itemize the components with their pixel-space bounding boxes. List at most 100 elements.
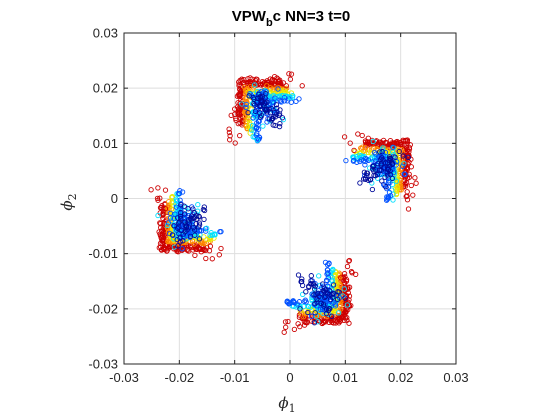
data-point bbox=[336, 289, 342, 295]
data-point bbox=[247, 75, 253, 81]
data-point bbox=[176, 230, 182, 237]
data-point bbox=[325, 270, 331, 277]
data-point bbox=[282, 319, 289, 325]
data-point bbox=[209, 232, 216, 238]
y-tick-label: 0.03 bbox=[93, 26, 118, 41]
y-tick-label: -0.01 bbox=[88, 246, 118, 261]
data-point bbox=[398, 142, 404, 148]
y-axis-label: ϕ2 bbox=[58, 193, 79, 210]
data-point bbox=[179, 246, 185, 252]
data-point bbox=[173, 204, 179, 210]
data-point bbox=[228, 112, 234, 119]
data-point bbox=[204, 236, 210, 243]
data-point bbox=[368, 149, 374, 156]
data-point bbox=[253, 124, 260, 130]
data-point bbox=[342, 315, 349, 321]
data-point bbox=[389, 161, 395, 168]
data-point bbox=[196, 214, 203, 220]
data-point bbox=[201, 204, 207, 210]
data-point bbox=[260, 123, 266, 129]
x-tick-label: 0 bbox=[286, 370, 293, 385]
data-point bbox=[330, 267, 336, 273]
data-point bbox=[377, 149, 383, 155]
data-point bbox=[394, 186, 400, 192]
data-point bbox=[157, 195, 163, 201]
data-point bbox=[254, 99, 260, 105]
data-point bbox=[194, 246, 200, 253]
data-point bbox=[321, 288, 328, 295]
data-point bbox=[322, 294, 328, 301]
data-point bbox=[287, 76, 294, 82]
data-point bbox=[276, 123, 283, 130]
data-point bbox=[291, 326, 298, 333]
data-point bbox=[270, 122, 276, 128]
data-point bbox=[162, 187, 169, 193]
data-point bbox=[301, 298, 307, 305]
data-point bbox=[341, 134, 348, 140]
data-point bbox=[384, 196, 390, 202]
data-point bbox=[284, 98, 290, 104]
data-point bbox=[200, 206, 207, 213]
data-point bbox=[177, 188, 183, 194]
data-point bbox=[237, 92, 243, 99]
data-point bbox=[177, 213, 184, 219]
data-point bbox=[392, 186, 399, 192]
data-point bbox=[238, 83, 244, 90]
y-tick-label: 0.01 bbox=[93, 136, 118, 151]
data-point bbox=[216, 252, 222, 258]
data-point bbox=[387, 171, 394, 178]
data-point bbox=[297, 306, 303, 312]
data-point bbox=[183, 223, 190, 229]
data-point bbox=[351, 157, 357, 163]
data-point bbox=[405, 206, 412, 212]
data-point bbox=[194, 213, 200, 219]
data-point bbox=[155, 212, 161, 219]
data-point bbox=[245, 109, 251, 116]
data-point bbox=[405, 154, 411, 161]
data-point bbox=[357, 149, 364, 156]
data-point bbox=[201, 216, 207, 223]
data-point bbox=[278, 80, 284, 86]
data-point bbox=[243, 116, 249, 122]
data-point bbox=[285, 318, 291, 325]
data-point bbox=[203, 255, 209, 262]
data-point bbox=[357, 180, 363, 186]
data-point bbox=[338, 275, 344, 281]
data-point bbox=[365, 149, 371, 156]
x-tick-label: -0.02 bbox=[165, 370, 195, 385]
data-point bbox=[271, 73, 278, 80]
data-point bbox=[268, 117, 275, 123]
data-point bbox=[165, 220, 172, 226]
data-point bbox=[176, 224, 182, 230]
data-point bbox=[390, 197, 396, 203]
data-point bbox=[359, 132, 365, 139]
data-point bbox=[362, 175, 369, 181]
data-point bbox=[277, 98, 284, 104]
data-point bbox=[346, 258, 352, 264]
data-point bbox=[289, 94, 296, 101]
data-point bbox=[191, 209, 197, 216]
data-point bbox=[212, 232, 218, 238]
data-point bbox=[300, 291, 306, 298]
data-point bbox=[373, 151, 379, 157]
data-point bbox=[286, 71, 292, 77]
data-point bbox=[341, 286, 347, 292]
data-point bbox=[268, 105, 274, 112]
data-point bbox=[301, 322, 308, 328]
data-point bbox=[342, 295, 348, 301]
data-point bbox=[254, 137, 260, 143]
x-tick-label: -0.03 bbox=[109, 370, 139, 385]
data-point bbox=[332, 301, 338, 307]
data-point bbox=[381, 183, 388, 189]
data-point bbox=[330, 299, 337, 306]
data-point bbox=[343, 157, 349, 164]
data-point bbox=[316, 312, 322, 319]
data-point bbox=[198, 246, 204, 252]
data-point bbox=[252, 82, 258, 88]
data-point bbox=[365, 140, 371, 146]
data-point bbox=[171, 222, 177, 229]
data-point bbox=[355, 131, 361, 137]
data-point bbox=[325, 267, 331, 273]
data-point bbox=[394, 159, 400, 165]
data-point bbox=[407, 142, 413, 148]
